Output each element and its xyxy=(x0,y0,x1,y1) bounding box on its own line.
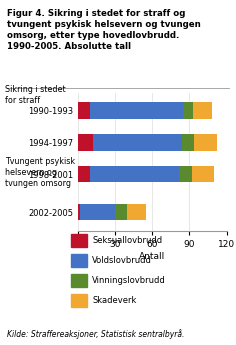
Bar xyxy=(90,102,183,119)
Text: Voldslovbrudd: Voldslovbrudd xyxy=(92,256,152,265)
Bar xyxy=(90,166,180,182)
Bar xyxy=(78,134,93,150)
Text: Figur 4. Sikring i stedet for straff og
tvungent psykisk helsevern og tvungen
om: Figur 4. Sikring i stedet for straff og … xyxy=(7,9,201,51)
Text: Vinningslovbrudd: Vinningslovbrudd xyxy=(92,276,166,285)
Bar xyxy=(78,204,80,220)
Bar xyxy=(194,134,217,150)
Text: Tvungent psykisk
helsevern og
tvungen omsorg: Tvungent psykisk helsevern og tvungen om… xyxy=(5,157,75,188)
Bar xyxy=(80,204,115,220)
Bar xyxy=(180,166,192,182)
Bar xyxy=(78,166,90,182)
X-axis label: Antall: Antall xyxy=(139,252,165,261)
Text: Skadeverk: Skadeverk xyxy=(92,296,136,305)
Bar xyxy=(182,134,194,150)
Text: Kilde: Straffereaksjoner, Statistisk sentralbyrå.: Kilde: Straffereaksjoner, Statistisk sen… xyxy=(7,329,185,339)
Bar xyxy=(93,134,182,150)
Bar xyxy=(115,204,127,220)
Bar xyxy=(127,204,146,220)
Bar xyxy=(192,166,214,182)
Bar xyxy=(193,102,212,119)
Bar xyxy=(78,102,90,119)
Bar xyxy=(183,102,193,119)
Text: Seksuallovbrudd: Seksuallovbrudd xyxy=(92,236,162,245)
Text: Sikring i stedet
for straff: Sikring i stedet for straff xyxy=(5,85,65,105)
